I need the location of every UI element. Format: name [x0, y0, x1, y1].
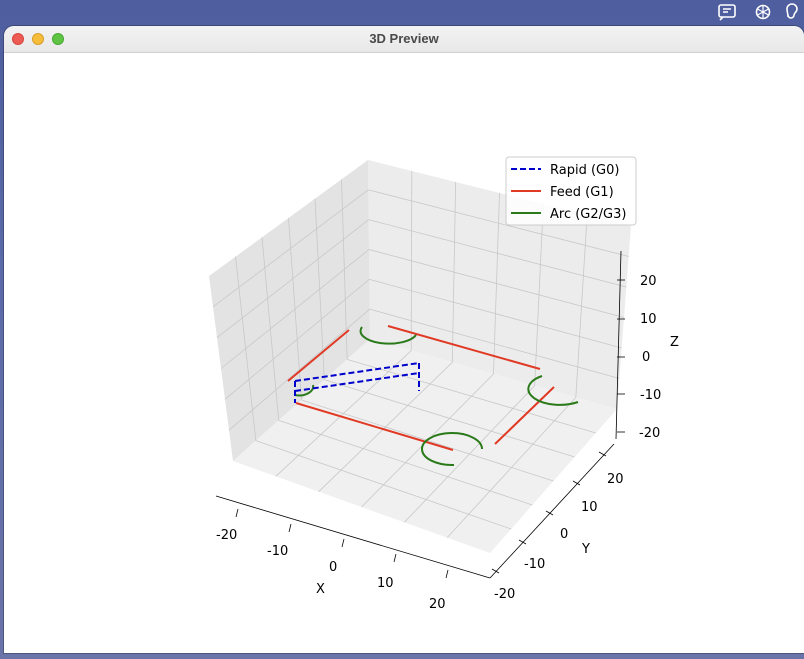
preview-window: 3D Preview -20 -10 0 10 20 -20 -10 0 10 20 -20 -10 0…	[4, 26, 804, 653]
pane-left	[209, 160, 370, 461]
y-tick-label: -20	[494, 587, 515, 602]
x-tick-label: 20	[429, 597, 446, 612]
legend-label: Feed (G1)	[550, 185, 614, 200]
plot-area[interactable]: -20 -10 0 10 20 -20 -10 0 10 20 -20 -10 0 10 20 X Y Z …	[4, 53, 804, 653]
rapid-path	[294, 372, 420, 392]
window-title: 3D Preview	[369, 31, 439, 46]
y-tick-label: 20	[607, 472, 624, 487]
y-tick-label: -10	[524, 557, 545, 572]
y-tick	[491, 568, 500, 574]
x-tick-label: -20	[216, 528, 237, 543]
minimize-button[interactable]	[32, 33, 44, 45]
y-axis-label: Y	[581, 542, 590, 557]
x-tick-label: -10	[267, 544, 288, 559]
y-tick	[545, 510, 554, 516]
display-icon[interactable]	[718, 3, 736, 21]
toolpath-traces	[287, 325, 579, 467]
feed-path	[295, 402, 454, 451]
arc-path	[294, 384, 315, 397]
chatgpt-icon[interactable]	[754, 3, 772, 21]
grid-line	[228, 308, 370, 431]
x-tick	[235, 508, 239, 518]
feed-path	[494, 386, 555, 445]
y-tick	[572, 480, 581, 486]
arc-path	[421, 432, 483, 467]
legend-label: Arc (G2/G3)	[550, 207, 626, 222]
x-axis-label: X	[316, 582, 325, 597]
grid-line	[369, 308, 620, 379]
z-tick-label: -20	[639, 426, 660, 441]
title-bar[interactable]: 3D Preview	[4, 26, 804, 53]
rapid-path	[294, 362, 420, 382]
x-tick	[445, 569, 449, 579]
pane-floor	[233, 339, 617, 553]
x-tick	[393, 553, 397, 563]
y-tick-label: 10	[581, 500, 598, 515]
ear-icon[interactable]	[783, 3, 801, 21]
menu-bar	[0, 0, 804, 24]
y-tick	[598, 451, 607, 457]
axis-lines	[215, 250, 622, 579]
legend-label: Rapid (G0)	[550, 163, 619, 178]
axis-ticks: -20 -10 0 10 20 -20 -10 0 10 20 -20 -10 0 10 20	[216, 274, 661, 612]
maximize-button[interactable]	[52, 33, 64, 45]
z-tick-label: -10	[640, 388, 661, 403]
x-tick	[341, 538, 345, 548]
close-button[interactable]	[12, 33, 24, 45]
x-tick-label: 10	[377, 576, 394, 591]
feed-path	[387, 325, 541, 370]
z-axis-label: Z	[670, 335, 679, 350]
arc-path	[527, 375, 579, 406]
grid-line	[446, 397, 577, 538]
z-tick-label: 10	[640, 312, 657, 327]
grid-lines	[212, 170, 629, 538]
x-tick	[288, 523, 292, 533]
feed-path	[287, 329, 350, 382]
arc-path	[359, 326, 417, 345]
z-tick-label: 0	[642, 350, 650, 365]
legend: Rapid (G0) Feed (G1) Arc (G2/G3)	[505, 156, 637, 226]
y-tick-label: 0	[560, 527, 568, 542]
z-tick-label: 20	[640, 274, 657, 289]
y-tick	[518, 539, 527, 545]
x-tick-label: 0	[329, 560, 337, 575]
